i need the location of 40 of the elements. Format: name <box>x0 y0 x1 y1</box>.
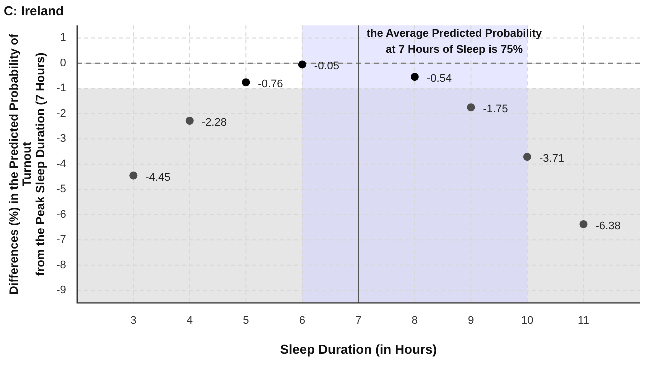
data-label: -0.54 <box>426 73 452 86</box>
y-tick-label: 0 <box>60 57 66 70</box>
y-tick-label: -8 <box>56 259 66 272</box>
y-tick-label: -3 <box>56 133 66 146</box>
y-tick-label: -7 <box>56 234 66 246</box>
data-label: -4.45 <box>146 172 171 184</box>
point <box>298 60 306 69</box>
x-tick-label: 3 <box>130 314 137 327</box>
x-tick-label: 6 <box>299 314 306 327</box>
point <box>523 153 532 162</box>
x-tick-label: 5 <box>243 314 250 327</box>
point <box>410 73 419 82</box>
y-axis-title: Differences (%) in the Predicted Probability of Turnout from the Peak Sleep Duration (7 Hours) <box>6 33 48 295</box>
point <box>242 78 250 87</box>
x-tick-label: 10 <box>521 314 534 327</box>
data-label: -1.75 <box>483 104 508 116</box>
x-tick-label: 9 <box>468 314 474 327</box>
x-tick-label: 7 <box>356 314 362 327</box>
data-label: -0.76 <box>258 78 284 91</box>
data-label: -3.71 <box>539 153 565 166</box>
chart-title: C: Ireland <box>4 3 64 18</box>
y-tick-label: -5 <box>56 184 66 196</box>
point <box>186 116 194 125</box>
y-tick-label: 1 <box>60 32 66 44</box>
y-tick-label: -9 <box>56 284 66 297</box>
data-label: -2.28 <box>202 117 227 130</box>
x-tick-label: 8 <box>412 314 418 327</box>
x-tick-label: 4 <box>186 314 193 327</box>
y-tick-label: -6 <box>56 208 66 221</box>
y-tick-label: -1 <box>56 82 66 95</box>
y-tick-label: -4 <box>56 158 66 170</box>
point <box>130 172 138 180</box>
point <box>467 104 476 112</box>
point <box>580 220 588 228</box>
y-tick-label: -2 <box>56 108 66 120</box>
ref-line-label: the Average Predicted Probability at 7 Hours of Sleep is 75% <box>366 28 544 56</box>
data-label: -0.05 <box>314 60 340 73</box>
x-axis-title: Sleep Duration (in Hours) <box>280 342 438 357</box>
x-tick-label: 11 <box>578 314 590 327</box>
data-label: -6.38 <box>596 220 621 232</box>
